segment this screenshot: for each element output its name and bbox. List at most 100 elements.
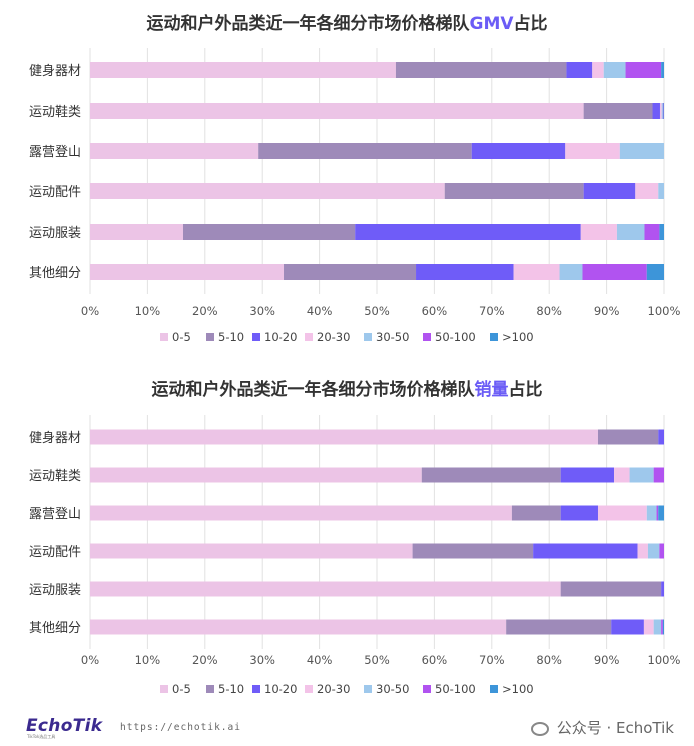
bar-segment <box>559 264 583 280</box>
bar-segment <box>659 543 664 559</box>
legend-label: 20-30 <box>317 682 350 696</box>
x-tick-label: 10% <box>135 653 161 667</box>
wechat-account-label: 公众号 · EchoTik <box>556 719 674 737</box>
x-tick-label: 90% <box>594 304 620 318</box>
bar-segment <box>90 62 396 78</box>
bar-segment <box>597 429 659 445</box>
bar-segment <box>444 183 584 199</box>
x-tick-label: 50% <box>364 304 390 318</box>
category-label: 运动服装 <box>29 226 81 241</box>
bar-segment <box>616 224 645 240</box>
category-label: 运动服装 <box>29 583 81 598</box>
chart-1-title-highlight: GMV <box>469 14 514 34</box>
chart-2-title: 运动和户外品类近一年各细分市场价格梯队销量占比 <box>0 375 694 400</box>
x-tick-label: 80% <box>536 304 562 318</box>
bar-segment <box>658 183 664 199</box>
x-tick-label: 30% <box>249 304 275 318</box>
bar-segment <box>90 183 445 199</box>
category-label: 其他细分 <box>29 266 81 281</box>
category-label: 运动鞋类 <box>29 104 81 120</box>
echotik-logo[interactable]: EchoTik <box>26 716 103 736</box>
bar-segment <box>506 619 612 635</box>
bar-segment <box>90 581 561 597</box>
x-tick-label: 60% <box>422 304 448 318</box>
x-tick-label: 20% <box>192 304 218 318</box>
chart-1-title: 运动和户外品类近一年各细分市场价格梯队GMV占比 <box>0 9 694 34</box>
x-tick-label: 20% <box>192 653 218 667</box>
x-tick-label: 70% <box>479 653 505 667</box>
bar-segment <box>560 505 598 521</box>
bar-segment <box>416 264 514 280</box>
bar-segment <box>625 62 662 78</box>
x-tick-label: 50% <box>364 653 390 667</box>
legend-label: 5-10 <box>218 330 244 344</box>
legend-swatch <box>364 333 372 341</box>
legend-label: 30-50 <box>376 330 409 344</box>
legend-label: >100 <box>502 330 534 344</box>
bar-segment <box>258 143 472 159</box>
logo-subtitle: TikTok选品工具 <box>27 734 56 739</box>
legend-label: 0-5 <box>172 330 191 344</box>
legend-label: 10-20 <box>264 330 297 344</box>
legend-label: 10-20 <box>264 682 297 696</box>
bar-segment <box>513 264 560 280</box>
bar-segment <box>560 581 662 597</box>
chart-1-gmv-share: 0% 10% 20% 30% 40% 50% 60% 70% 80% 90% 100% 健身器材运动鞋… <box>29 48 681 344</box>
bar-segment <box>90 505 512 521</box>
x-tick-label: 100% <box>648 304 681 318</box>
footer: EchoTik TikTok选品工具 https://echotik.ai 公众… <box>0 712 694 746</box>
bar-segment <box>646 505 657 521</box>
x-tick-label: 40% <box>307 653 333 667</box>
bar-segment <box>395 62 567 78</box>
legend-swatch <box>206 685 214 693</box>
legend-label: 0-5 <box>172 682 191 696</box>
bar-segment <box>560 467 615 483</box>
bar-segment <box>662 103 664 119</box>
category-label: 健身器材 <box>29 63 81 79</box>
chart-2-title-highlight: 销量 <box>474 380 509 400</box>
bar-segment <box>644 224 660 240</box>
bar-segment <box>652 103 660 119</box>
legend-swatch <box>252 685 260 693</box>
category-label: 健身器材 <box>29 430 81 446</box>
wechat-icon <box>530 722 549 736</box>
bar-segment <box>182 224 356 240</box>
bar-segment <box>658 429 664 445</box>
bar-segment <box>637 543 648 559</box>
legend-label: >100 <box>502 682 534 696</box>
bar-segment <box>662 619 664 635</box>
legend-swatch <box>252 333 260 341</box>
bar-segment <box>659 224 664 240</box>
category-label: 其他细分 <box>29 621 81 636</box>
site-url-link[interactable]: https://echotik.ai <box>120 722 241 733</box>
bar-segment <box>653 467 664 483</box>
bar-segment <box>90 619 507 635</box>
bar-segment <box>597 505 647 521</box>
bar-segment <box>90 467 422 483</box>
category-label: 露营登山 <box>29 145 81 160</box>
bar-segment <box>592 62 604 78</box>
legend-swatch <box>305 333 313 341</box>
bar-segment <box>611 619 644 635</box>
bar-segment <box>663 103 664 119</box>
x-tick-label: 30% <box>249 653 275 667</box>
bar-segment <box>90 224 183 240</box>
bar-segment <box>90 103 584 119</box>
bar-segment <box>647 543 660 559</box>
legend-swatch <box>160 685 168 693</box>
bar-segment <box>661 581 664 597</box>
category-label: 运动配件 <box>29 185 81 200</box>
bar-segment <box>583 103 653 119</box>
legend-swatch <box>160 333 168 341</box>
category-label: 运动鞋类 <box>29 468 81 484</box>
legend-swatch <box>490 685 498 693</box>
legend-label: 5-10 <box>218 682 244 696</box>
category-label: 运动配件 <box>29 545 81 560</box>
x-tick-label: 80% <box>536 653 562 667</box>
x-tick-label: 100% <box>648 653 681 667</box>
legend-swatch <box>490 333 498 341</box>
x-tick-label: 60% <box>422 653 448 667</box>
bar-segment <box>284 264 417 280</box>
bar-segment <box>661 619 663 635</box>
bar-segment <box>614 467 630 483</box>
